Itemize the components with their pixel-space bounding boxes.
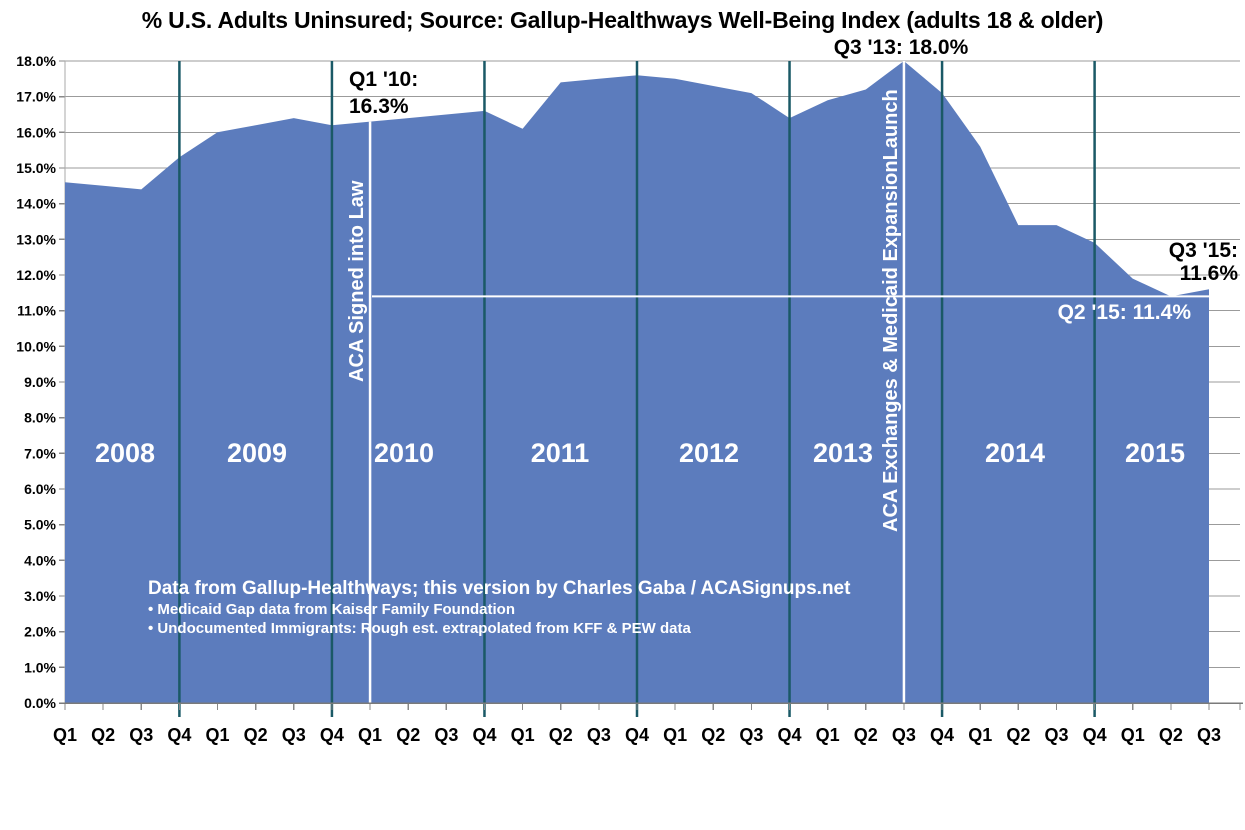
- year-label: 2015: [1125, 438, 1185, 468]
- x-tick-label: Q1: [53, 725, 77, 745]
- x-tick-label: Q3: [1044, 725, 1068, 745]
- x-tick-label: Q3: [892, 725, 916, 745]
- annotation-text: Q3 '13: 18.0%: [834, 36, 969, 59]
- annotation-q3-2013: Q3 '13: 18.0%: [834, 36, 969, 59]
- y-axis-labels: 0.0% 1.0% 2.0% 3.0% 4.0% 5.0% 6.0% 7.0% 8.0% 9.0%…: [16, 53, 56, 711]
- annotation-q3-2015: Q3 '15:11.6%: [1169, 239, 1239, 285]
- x-tick-label: Q2: [396, 725, 420, 745]
- year-divider-lines: [178, 61, 1096, 717]
- x-tick-label: Q2: [1006, 725, 1030, 745]
- x-tick-label: Q2: [244, 725, 268, 745]
- y-tick-label: 2.0%: [24, 624, 56, 640]
- footer-note: • Undocumented Immigrants: Rough est. ex…: [148, 620, 691, 637]
- y-tick-label: 0.0%: [24, 695, 56, 711]
- year-label: 2013: [813, 438, 873, 468]
- y-tick-label: 6.0%: [24, 481, 56, 497]
- event-line-label: ACA Signed into Law: [346, 180, 368, 382]
- annotation-text: 16.3%: [349, 95, 409, 118]
- y-tick-label: 15.0%: [16, 160, 56, 176]
- year-label: 2014: [985, 438, 1045, 468]
- y-tick-label: 3.0%: [24, 588, 56, 604]
- x-tick-label: Q1: [358, 725, 382, 745]
- annotation-text: Q2 '15: 11.4%: [1058, 301, 1192, 324]
- x-tick-label: Q1: [663, 725, 687, 745]
- annotation-text: 11.6%: [1180, 262, 1239, 285]
- x-tick-label: Q1: [511, 725, 535, 745]
- event-line-label: ACA Exchanges & Medicaid ExpansionLaunch: [880, 89, 902, 532]
- year-labels: 2008 2009 2010 2011 2012 2013 2014 2015: [95, 438, 1185, 468]
- y-tick-label: 7.0%: [24, 445, 56, 461]
- x-tick-label: Q3: [129, 725, 153, 745]
- y-tick-label: 14.0%: [16, 196, 56, 212]
- y-tick-label: 13.0%: [16, 231, 56, 247]
- page-title: % U.S. Adults Uninsured; Source: Gallup-…: [141, 7, 1104, 33]
- y-tick-label: 16.0%: [16, 124, 56, 140]
- x-tick-label: Q3: [587, 725, 611, 745]
- y-tick-label: 4.0%: [24, 552, 56, 568]
- y-tick-label: 9.0%: [24, 374, 56, 390]
- year-label: 2008: [95, 438, 155, 468]
- x-tick-label: Q2: [854, 725, 878, 745]
- year-label: 2009: [227, 438, 287, 468]
- year-label: 2012: [679, 438, 739, 468]
- y-tick-label: 18.0%: [16, 53, 56, 69]
- x-tick-label: Q2: [701, 725, 725, 745]
- annotation-q1-2010: Q1 '10: 16.3%: [349, 68, 418, 118]
- x-tick-label: Q1: [206, 725, 230, 745]
- x-axis-labels: Q1 Q2 Q3 Q4 Q1 Q2 Q3 Q4 Q1 Q2 Q3 Q4 Q1 Q2 Q3 Q4 Q1 Q2 Q3 Q4…: [53, 704, 1241, 745]
- x-tick-label: Q1: [1121, 725, 1145, 745]
- x-tick-label: Q2: [1159, 725, 1183, 745]
- annotation-text: Q1 '10:: [349, 68, 418, 91]
- x-tick-label: Q3: [434, 725, 458, 745]
- footer-note: Data from Gallup-Healthways; this versio…: [148, 578, 851, 599]
- x-tick-label: Q2: [91, 725, 115, 745]
- y-tick-label: 8.0%: [24, 410, 56, 426]
- footer-notes: Data from Gallup-Healthways; this versio…: [148, 578, 851, 637]
- x-tick-label: Q3: [739, 725, 763, 745]
- annotation-q2-2015: Q2 '15: 11.4%: [1058, 301, 1192, 324]
- year-label: 2010: [374, 438, 434, 468]
- y-tick-label: 10.0%: [16, 338, 56, 354]
- x-tick-label: Q4: [625, 725, 649, 745]
- x-tick-label: Q4: [167, 725, 191, 745]
- x-tick-label: Q4: [778, 725, 802, 745]
- x-tick-label: Q4: [1083, 725, 1107, 745]
- x-tick-label: Q4: [930, 725, 954, 745]
- y-tick-label: 1.0%: [24, 659, 56, 675]
- x-tick-label: Q1: [816, 725, 840, 745]
- footer-note: • Medicaid Gap data from Kaiser Family F…: [148, 601, 515, 618]
- x-tick-label: Q3: [282, 725, 306, 745]
- annotation-text: Q3 '15:: [1169, 239, 1238, 262]
- y-tick-label: 17.0%: [16, 89, 56, 105]
- y-tick-label: 11.0%: [17, 303, 56, 319]
- x-tick-label: Q4: [320, 725, 344, 745]
- x-tick-label: Q2: [549, 725, 573, 745]
- x-tick-label: Q1: [968, 725, 992, 745]
- y-tick-label: 5.0%: [24, 517, 56, 533]
- x-tick-label: Q4: [472, 725, 496, 745]
- x-tick-label: Q3: [1197, 725, 1221, 745]
- y-tick-label: 12.0%: [16, 267, 56, 283]
- year-label: 2011: [531, 438, 590, 468]
